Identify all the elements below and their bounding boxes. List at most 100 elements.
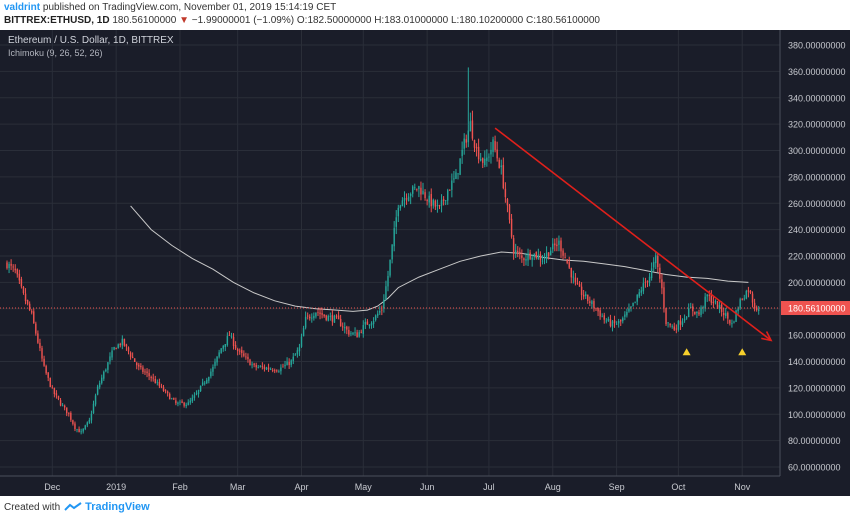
y-tick-label: 340.00000000 xyxy=(788,93,846,103)
candle-body xyxy=(131,356,134,358)
candle-body xyxy=(208,376,210,381)
candle-body xyxy=(578,284,581,287)
candle-body xyxy=(725,313,727,316)
candle-body xyxy=(337,315,340,320)
candle-body xyxy=(523,258,525,261)
candle-body xyxy=(286,361,288,366)
candle-body xyxy=(129,352,132,357)
candle-body xyxy=(162,387,165,392)
candle-body xyxy=(12,266,14,268)
candle-body xyxy=(265,367,268,370)
candle-body xyxy=(681,321,684,325)
candle-body xyxy=(634,301,636,303)
candle-body xyxy=(527,253,529,261)
candle-body xyxy=(694,311,696,314)
down-arrow-icon: ▼ xyxy=(179,15,189,26)
y-tick-label: 80.00000000 xyxy=(788,436,841,446)
candle-body xyxy=(311,317,313,319)
candle-body xyxy=(535,251,538,258)
candle-body xyxy=(731,323,733,325)
candle-body xyxy=(220,348,222,354)
candle-body xyxy=(389,259,391,276)
candle-body xyxy=(80,431,82,433)
candle-body xyxy=(175,400,177,404)
candle-body xyxy=(249,359,251,366)
candle-body xyxy=(101,377,103,384)
candle-body xyxy=(589,301,591,303)
candle-body xyxy=(667,322,669,324)
tradingview-logo[interactable]: TradingView xyxy=(64,501,150,513)
candle-body xyxy=(193,395,196,398)
candle-body xyxy=(580,286,583,295)
candle-body xyxy=(88,419,91,423)
candle-body xyxy=(356,332,358,338)
candle-body xyxy=(630,306,632,308)
candle-body xyxy=(636,295,638,302)
triangle-marker xyxy=(738,348,747,356)
candle-body xyxy=(601,316,603,318)
candle-body xyxy=(160,386,163,388)
candle-body xyxy=(30,311,33,313)
candle-body xyxy=(292,356,294,361)
candle-body xyxy=(397,207,400,217)
candle-body xyxy=(714,301,717,303)
candle-body xyxy=(720,304,723,312)
trendline[interactable] xyxy=(494,127,772,342)
candle-body xyxy=(296,350,299,355)
candle-body xyxy=(486,157,488,161)
candle-body xyxy=(696,311,698,314)
candle-body xyxy=(72,420,74,424)
candle-body xyxy=(226,336,229,346)
y-tick-label: 100.00000000 xyxy=(788,410,846,420)
candle-body xyxy=(290,360,292,365)
candle-body xyxy=(545,252,548,259)
footer: Created with TradingView xyxy=(4,501,150,513)
candle-body xyxy=(745,290,748,299)
candle-body xyxy=(6,262,8,269)
candle-body xyxy=(500,165,502,168)
candle-body xyxy=(735,310,737,322)
candle-body xyxy=(640,290,643,293)
candle-body xyxy=(383,299,385,309)
candle-body xyxy=(177,402,179,404)
last-price-text: 180.56100000 xyxy=(112,15,177,26)
candle-body xyxy=(556,244,558,247)
low-label: L: xyxy=(450,15,460,26)
candle-body xyxy=(492,139,494,153)
candle-body xyxy=(103,371,105,379)
candle-body xyxy=(549,250,552,256)
triangle-marker xyxy=(682,348,691,356)
candle-body xyxy=(541,260,544,262)
candle-body xyxy=(313,315,315,319)
candle-body xyxy=(24,293,27,302)
candle-body xyxy=(306,315,309,317)
candle-body xyxy=(506,199,509,206)
chart-area[interactable]: 60.00000000 80.00000000 100.00000000 120.00… xyxy=(0,30,850,496)
candle-body xyxy=(115,347,117,350)
candle-body xyxy=(461,149,463,157)
change-text: −1.99000001 (−1.09%) xyxy=(191,15,295,26)
candle-body xyxy=(683,318,686,321)
chart-header-line1: valdrint published on TradingView.com, N… xyxy=(4,2,336,13)
candle-body xyxy=(259,366,262,368)
candle-body xyxy=(512,238,515,254)
candle-body xyxy=(749,290,752,293)
chart-header-line2: BITTREX:ETHUSD, 1D 180.56100000 ▼ −1.990… xyxy=(4,15,600,26)
candle-body xyxy=(156,381,159,383)
candle-body xyxy=(619,319,622,322)
candle-body xyxy=(669,323,671,326)
candle-body xyxy=(123,338,126,346)
candle-body xyxy=(391,244,393,260)
price-chart[interactable]: 60.00000000 80.00000000 100.00000000 120.00… xyxy=(0,30,850,496)
candle-body xyxy=(591,301,593,305)
candle-body xyxy=(33,311,35,324)
candle-body xyxy=(642,283,645,292)
created-with-text: Created with xyxy=(4,501,61,513)
author-link[interactable]: valdrint xyxy=(4,2,41,13)
candle-body xyxy=(232,336,235,346)
candle-body xyxy=(576,283,579,284)
y-tick-label: 300.00000000 xyxy=(788,146,846,156)
candle-body xyxy=(440,200,443,206)
candle-body xyxy=(385,286,387,300)
candle-body xyxy=(321,313,323,315)
